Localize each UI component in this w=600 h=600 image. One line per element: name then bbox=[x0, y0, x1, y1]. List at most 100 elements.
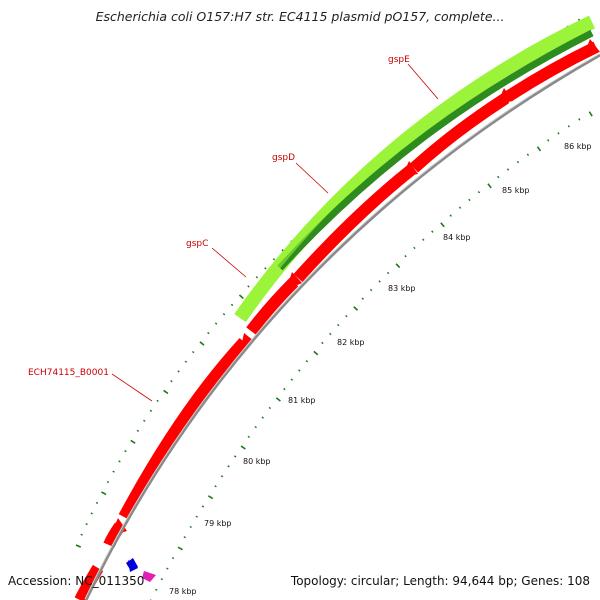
tick-mark bbox=[214, 322, 218, 325]
tick-mark bbox=[177, 546, 183, 551]
kbp-label: 81 kbp bbox=[288, 396, 316, 405]
tick-mark bbox=[163, 389, 169, 395]
tick-mark bbox=[222, 313, 226, 316]
tick-mark bbox=[195, 515, 198, 518]
tick-mark bbox=[233, 455, 237, 458]
accession-text: Accession: NC_011350 bbox=[8, 574, 145, 588]
tick-mark bbox=[155, 588, 158, 591]
tick-mark bbox=[170, 380, 173, 383]
kbp-label: 82 kbp bbox=[337, 338, 365, 347]
tick-mark bbox=[516, 160, 520, 164]
tick-mark bbox=[404, 254, 407, 258]
tick-mark bbox=[497, 175, 500, 179]
tick-mark bbox=[80, 533, 83, 536]
tick-mark bbox=[201, 505, 205, 508]
gene-label-gspE: gspE bbox=[388, 55, 410, 65]
tick-mark bbox=[395, 263, 401, 269]
tick-mark bbox=[526, 153, 530, 156]
tick-mark bbox=[361, 297, 364, 300]
tick-mark bbox=[557, 132, 560, 135]
tick-mark bbox=[189, 525, 192, 529]
tick-mark bbox=[536, 146, 542, 152]
tick-mark bbox=[329, 332, 332, 336]
tick-mark bbox=[207, 331, 210, 335]
tick-mark bbox=[378, 280, 381, 283]
gene-arrows bbox=[74, 39, 600, 600]
backbone-circle-highlight bbox=[84, 53, 600, 600]
tick-mark bbox=[230, 303, 234, 307]
gene-arrow-gspE-b bbox=[409, 92, 510, 173]
tick-mark bbox=[95, 501, 99, 504]
tick-mark bbox=[118, 460, 121, 463]
tick-mark bbox=[477, 190, 481, 194]
kbp-label: 85 kbp bbox=[502, 186, 530, 195]
gene-labels: gspE gspD gspC ECH74115_B0001 bbox=[28, 55, 439, 402]
tick-mark bbox=[90, 512, 93, 515]
tick-mark bbox=[85, 522, 88, 526]
map-title: Escherichia coli O157:H7 str. EC4115 pla… bbox=[95, 9, 505, 24]
tick-mark bbox=[191, 350, 195, 354]
tick-mark bbox=[458, 206, 462, 209]
tick-mark bbox=[184, 360, 188, 363]
kbp-label: 80 kbp bbox=[243, 457, 271, 466]
tick-mark bbox=[431, 230, 434, 233]
tick-mark bbox=[227, 465, 230, 468]
tick-mark bbox=[321, 341, 324, 345]
tick-mark bbox=[413, 246, 416, 250]
tick-mark bbox=[156, 399, 159, 403]
inner-tick-ring bbox=[150, 111, 593, 600]
tick-mark bbox=[345, 314, 348, 318]
gene-arrow-ECH74115_B0001 bbox=[118, 337, 249, 520]
tick-mark bbox=[240, 445, 246, 450]
tick-mark bbox=[214, 485, 217, 488]
tick-mark bbox=[275, 397, 281, 402]
tick-mark bbox=[386, 271, 390, 275]
tick-mark bbox=[238, 294, 244, 300]
tick-mark bbox=[255, 276, 259, 279]
tick-mark bbox=[353, 306, 359, 311]
tick-mark bbox=[272, 258, 276, 261]
tick-mark bbox=[422, 238, 425, 241]
kbp-labels: 86 kbp 85 kbp 84 kbp 83 kbp 82 kbp 81 kb… bbox=[169, 142, 592, 596]
backbone-circle bbox=[84, 53, 600, 600]
tick-mark bbox=[468, 198, 471, 202]
gene-arrowhead bbox=[497, 88, 513, 104]
tick-mark bbox=[369, 288, 373, 292]
gene-arrowhead bbox=[286, 272, 302, 290]
gc-light-band-inner bbox=[238, 20, 593, 320]
tick-mark bbox=[199, 341, 205, 346]
tick-mark bbox=[440, 222, 445, 228]
tick-mark bbox=[112, 470, 115, 473]
tick-mark bbox=[298, 369, 301, 372]
tick-mark bbox=[207, 495, 214, 500]
gene-arrow-bottom bbox=[74, 564, 104, 600]
leader-line bbox=[111, 373, 153, 402]
tick-mark bbox=[149, 409, 153, 412]
tick-mark bbox=[487, 183, 492, 189]
gene-arrow-gspD bbox=[293, 165, 415, 283]
tick-mark bbox=[171, 556, 175, 560]
kbp-label: 79 kbp bbox=[204, 519, 232, 528]
tick-mark bbox=[337, 323, 340, 327]
feature-magenta-arrow bbox=[142, 571, 156, 582]
gene-label-ECH74115_B0001: ECH74115_B0001 bbox=[28, 368, 109, 378]
kbp-label: 84 kbp bbox=[443, 233, 471, 242]
gene-label-gspC: gspC bbox=[186, 239, 208, 249]
kbp-label: 83 kbp bbox=[388, 284, 416, 293]
gene-arrowhead bbox=[584, 39, 600, 55]
gc-content-ring bbox=[234, 15, 596, 323]
tick-mark bbox=[143, 419, 146, 422]
summary-text: Topology: circular; Length: 94,644 bp; G… bbox=[290, 574, 590, 588]
tick-mark bbox=[567, 125, 570, 128]
gene-arrowhead bbox=[240, 333, 254, 352]
tick-mark bbox=[268, 406, 272, 410]
tick-mark bbox=[136, 429, 140, 432]
tick-mark bbox=[124, 450, 127, 453]
tick-mark bbox=[261, 416, 264, 419]
tick-mark bbox=[106, 480, 110, 484]
leader-line bbox=[295, 162, 329, 194]
kbp-label: 78 kbp bbox=[169, 587, 197, 596]
gc-dark-band bbox=[277, 29, 594, 271]
tick-mark bbox=[547, 139, 550, 142]
tick-mark bbox=[283, 387, 286, 391]
